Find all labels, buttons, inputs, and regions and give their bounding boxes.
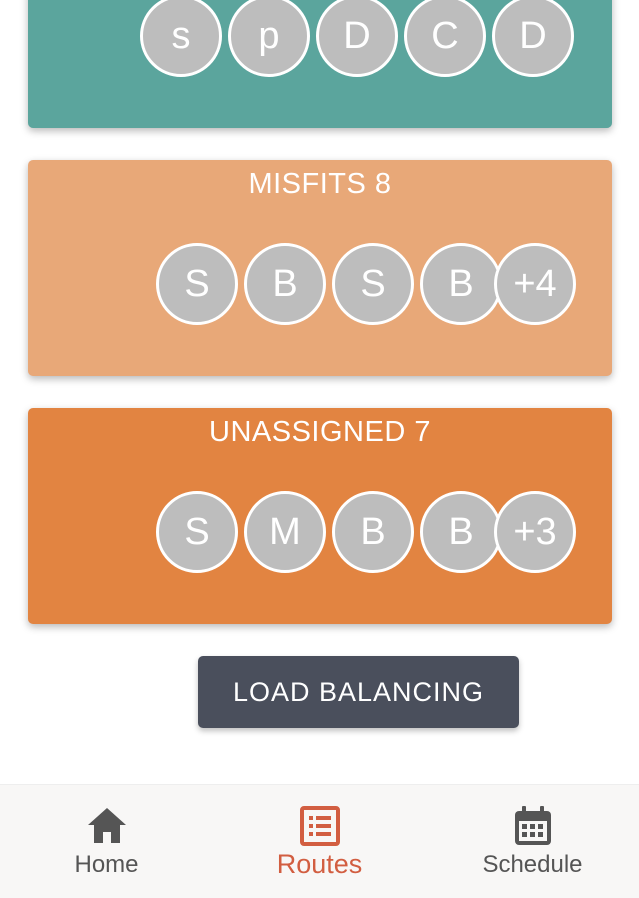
member-avatar[interactable]: D xyxy=(492,0,574,77)
routes-list-icon xyxy=(299,806,340,846)
member-avatar[interactable]: B xyxy=(332,491,414,573)
member-avatar[interactable]: S xyxy=(156,491,238,573)
nav-label-schedule: Schedule xyxy=(482,851,583,878)
nav-label-routes: Routes xyxy=(276,849,363,879)
nav-item-home[interactable]: Home xyxy=(0,785,213,897)
member-avatar[interactable]: C xyxy=(404,0,486,77)
calendar-icon xyxy=(514,806,551,845)
team-card-unassigned[interactable]: UNASSIGNED 7 S M B B +3 xyxy=(28,408,612,624)
member-avatar[interactable]: s xyxy=(140,0,222,77)
home-icon xyxy=(87,808,126,843)
member-avatar[interactable]: p xyxy=(228,0,310,77)
overflow-count-avatar[interactable]: +4 xyxy=(494,243,576,325)
load-balancing-button[interactable]: LOAD BALANCING xyxy=(198,656,519,728)
member-avatar[interactable]: D xyxy=(316,0,398,77)
member-avatar[interactable]: B xyxy=(420,243,502,325)
nav-label-home: Home xyxy=(74,851,139,878)
team-title: MISFITS 8 xyxy=(248,168,392,200)
member-avatar[interactable]: M xyxy=(244,491,326,573)
member-avatar[interactable]: S xyxy=(332,243,414,325)
nav-item-routes[interactable]: Routes xyxy=(213,785,426,897)
team-card-misfits[interactable]: MISFITS 8 S B S B +4 xyxy=(28,160,612,376)
nav-item-schedule[interactable]: Schedule xyxy=(426,785,639,897)
member-avatar[interactable]: B xyxy=(420,491,502,573)
team-title: UNASSIGNED 7 xyxy=(209,416,431,448)
overflow-count-avatar[interactable]: +3 xyxy=(494,491,576,573)
bottom-nav: Home Routes Schedule xyxy=(0,784,639,898)
member-avatar[interactable]: S xyxy=(156,243,238,325)
team-card-top[interactable]: s p D C D xyxy=(28,0,612,128)
member-avatar[interactable]: B xyxy=(244,243,326,325)
